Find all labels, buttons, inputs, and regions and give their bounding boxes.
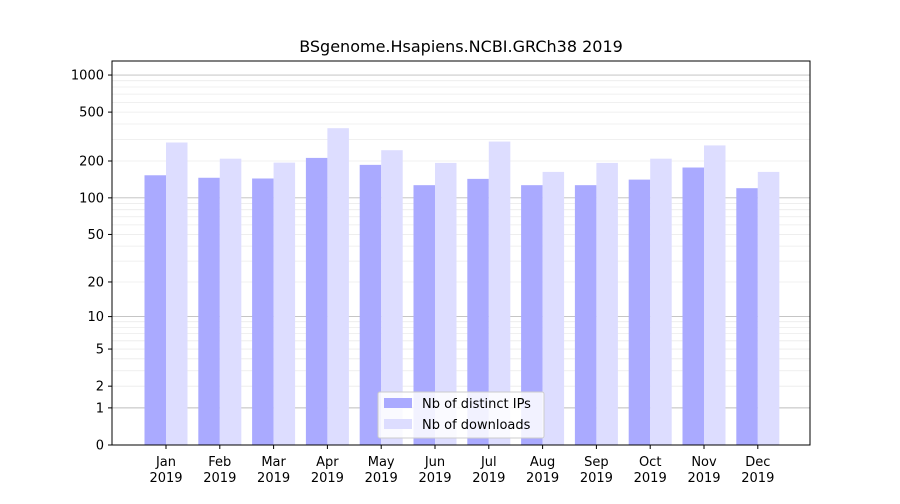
bar-downloads bbox=[381, 150, 403, 446]
bar-downloads bbox=[327, 128, 349, 445]
y-tick-label: 0 bbox=[96, 439, 104, 454]
bar-downloads bbox=[596, 162, 618, 445]
bar-distinct-ips bbox=[736, 188, 758, 445]
x-tick-label-year: 2019 bbox=[634, 471, 667, 486]
y-tick-label: 20 bbox=[87, 275, 104, 290]
bar-distinct-ips bbox=[359, 164, 382, 445]
x-tick-label-year: 2019 bbox=[149, 471, 182, 486]
x-tick-label-year: 2019 bbox=[741, 471, 774, 486]
x-tick-label-month: Oct bbox=[639, 455, 661, 470]
legend-box bbox=[377, 391, 545, 439]
legend-label-downloads: Nb of downloads bbox=[422, 418, 531, 433]
x-tick-label-year: 2019 bbox=[365, 471, 398, 486]
bar-distinct-ips bbox=[574, 185, 597, 446]
legend: Nb of distinct IPs Nb of downloads bbox=[377, 391, 545, 439]
y-tick-label: 5 bbox=[96, 343, 104, 358]
bar-downloads bbox=[488, 141, 511, 445]
bar-downloads bbox=[704, 145, 726, 445]
x-tick-label-month: Nov bbox=[691, 455, 717, 470]
y-axis-ticks: 0 1 2 5 10 20 50 100 200 500 1000 bbox=[71, 69, 112, 454]
bar-distinct-ips bbox=[198, 177, 220, 445]
x-tick-label-year: 2019 bbox=[687, 471, 720, 486]
y-tick-label: 500 bbox=[79, 106, 104, 121]
x-tick-label-year: 2019 bbox=[418, 471, 451, 486]
x-tick-label-month: Mar bbox=[261, 455, 286, 470]
x-tick-label-month: Dec bbox=[745, 455, 770, 470]
bar-distinct-ips bbox=[305, 157, 328, 445]
bar-distinct-ips bbox=[467, 178, 489, 445]
x-tick-label-month: Jan bbox=[155, 455, 176, 470]
x-tick-label-year: 2019 bbox=[472, 471, 505, 486]
y-tick-label: 100 bbox=[79, 191, 104, 206]
x-tick-label-month: Sep bbox=[584, 455, 609, 470]
bar-distinct-ips bbox=[252, 178, 274, 446]
y-tick-label: 200 bbox=[79, 155, 104, 170]
x-tick-label-month: Feb bbox=[208, 455, 231, 470]
y-tick-label: 2 bbox=[96, 380, 104, 395]
bar-downloads bbox=[273, 162, 296, 446]
x-tick-label-month: May bbox=[368, 455, 395, 470]
plot-frame bbox=[111, 60, 811, 446]
legend-label-distinct-ips: Nb of distinct IPs bbox=[422, 397, 531, 412]
legend-swatch-downloads bbox=[384, 419, 412, 429]
y-tick-label: 1 bbox=[96, 401, 104, 416]
bars bbox=[144, 128, 780, 446]
bar-distinct-ips bbox=[144, 175, 166, 445]
x-tick-label-month: Aug bbox=[530, 455, 555, 470]
y-tick-label: 10 bbox=[87, 310, 104, 325]
bar-distinct-ips bbox=[682, 167, 704, 445]
x-tick-label-month: Jul bbox=[480, 455, 497, 470]
x-tick-label-month: Jun bbox=[424, 455, 445, 470]
x-tick-label-month: Apr bbox=[316, 455, 339, 470]
chart-title: BSgenome.Hsapiens.NCBI.GRCh38 2019 bbox=[299, 37, 623, 56]
y-tick-label: 50 bbox=[87, 228, 104, 243]
y-tick-label: 1000 bbox=[71, 69, 104, 84]
x-tick-label-year: 2019 bbox=[580, 471, 613, 486]
x-axis-ticks: Jan2019Feb2019Mar2019Apr2019May2019Jun20… bbox=[149, 445, 774, 486]
x-tick-label-year: 2019 bbox=[311, 471, 344, 486]
bar-downloads bbox=[650, 158, 672, 445]
bar-downloads bbox=[435, 162, 457, 445]
bar-distinct-ips bbox=[628, 179, 651, 445]
bar-downloads bbox=[757, 171, 780, 445]
bar-distinct-ips bbox=[413, 185, 435, 446]
bar-downloads bbox=[219, 158, 242, 445]
x-tick-label-year: 2019 bbox=[203, 471, 236, 486]
bar-downloads bbox=[166, 142, 188, 445]
x-tick-label-year: 2019 bbox=[257, 471, 290, 486]
legend-swatch-distinct-ips bbox=[384, 398, 412, 408]
bar-distinct-ips bbox=[521, 185, 543, 446]
bar-downloads bbox=[542, 171, 565, 445]
x-tick-label-year: 2019 bbox=[526, 471, 559, 486]
